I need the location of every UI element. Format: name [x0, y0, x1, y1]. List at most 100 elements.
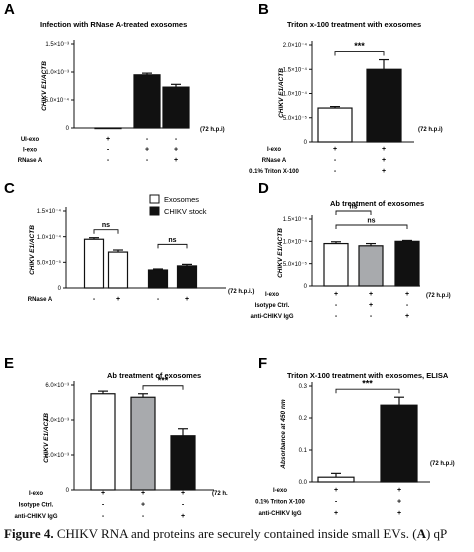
panel-d-y-tick-label: 1.0×10⁻⁴ [283, 239, 308, 246]
panel-e-row-label: anti-CHIKV IgG [15, 514, 58, 520]
panel-f-row-mark: - [335, 499, 338, 506]
panel-c-row-mark: + [185, 296, 189, 303]
panel-f-row-label: I-exo [273, 488, 287, 494]
panel-c-row-mark: + [116, 296, 120, 303]
panel-e-sig-bracket [142, 385, 184, 390]
panel-b-row-mark: + [382, 146, 386, 153]
panel-d-row-mark: + [334, 291, 338, 298]
caption-panel-ref: A [416, 526, 426, 541]
panel-b-row-label: I-exo [267, 147, 281, 153]
panel-c-y-axis-label: CHIKV E1/ACTB [29, 225, 36, 275]
panel-b-y-tick-label: 1.5×10⁻⁴ [283, 66, 308, 73]
panel-a-letter: A [4, 1, 15, 18]
panel-c-sig-bracket [93, 229, 119, 234]
panel-b-letter: B [258, 1, 269, 18]
panel-d-bar [323, 242, 349, 287]
panel-c-letter: C [4, 180, 15, 197]
panel-d-row-mark: - [406, 302, 409, 309]
panel-e-row-mark: - [182, 502, 185, 509]
panel-e-row-mark: + [181, 490, 185, 497]
panel-d-bar [394, 240, 420, 287]
figure-caption: Figure 4. CHIKV RNA and proteins are sec… [4, 526, 474, 542]
panel-f-row-label: 0.1% Triton X-100 [255, 500, 305, 506]
panel-c-row-label: RNase A [28, 297, 53, 303]
panel-f-y-tick-label: 0.0 [299, 480, 308, 486]
panel-b-row-mark: + [382, 168, 386, 175]
panel-a-bar [133, 74, 161, 129]
panel-e-row-label: I-exo [29, 491, 43, 497]
panel-d-row-label: anti-CHIKV IgG [251, 314, 294, 320]
panel-d-y-tick-label: 5.0×10⁻⁵ [283, 261, 308, 268]
panel-f-y-tick-label: 0.3 [299, 384, 308, 390]
panel-d-letter: D [258, 180, 269, 197]
panel-e-row-mark: - [142, 513, 145, 520]
panel-e-y-axis-label: CHIKV E1/ACTB [43, 413, 50, 463]
panel-c-legend-swatch [149, 194, 160, 204]
panel-a-row-mark: + [174, 157, 178, 164]
panel-c-bar [83, 238, 105, 289]
panel-b-row-label: RNase A [262, 158, 287, 164]
panel-c-sig-label: ns [168, 237, 176, 244]
panel-f-y-axis-label: Absorbance at 450 nm [280, 399, 287, 470]
panel-f-sig-label: *** [362, 379, 373, 389]
panel-d-sig-label: ns [367, 218, 375, 225]
panel-d-sig-bracket [335, 224, 408, 229]
panel-a-y-tick-label: 1.5×10⁻³ [45, 42, 69, 48]
panel-b-y-tick-label: 0 [304, 140, 308, 146]
panel-a-row-label: I-exo [23, 148, 37, 154]
panel-c-y-tick-label: 1.5×10⁻⁴ [37, 208, 62, 215]
panel-d-row-mark: + [369, 291, 373, 298]
caption-text: CHIKV RNA and proteins are securely cont… [53, 526, 417, 541]
panel-b-sig-bracket [334, 51, 385, 56]
panel-a-row-label: RNase A [18, 158, 43, 164]
panel-a-row-mark: - [146, 136, 149, 143]
panel-b-row-mark: - [334, 157, 337, 164]
panel-a-row-mark: - [146, 157, 149, 164]
panel-b-title: Triton x-100 treatment with exosomes [287, 20, 421, 29]
panel-f-title: Triton X-100 treatment with exosomes, EL… [287, 371, 449, 380]
panel-d-x-note: (72 h.p.i) [426, 293, 451, 299]
panel-e-y-tick-label: 0 [66, 488, 70, 494]
panel-a-row-mark: - [107, 157, 110, 164]
panel-c-row-mark: - [93, 296, 96, 303]
panel-b-row-mark: + [382, 157, 386, 164]
panel-d-y-tick-label: 1.5×10⁻⁴ [283, 216, 308, 223]
panel-e-bar [170, 435, 196, 491]
panel-a-row-label: UI-exo [21, 137, 40, 143]
panel-b-row-mark: - [334, 168, 337, 175]
panel-e-row-mark: + [101, 490, 105, 497]
panel-d-sig-bracket [335, 210, 372, 215]
panel-d-row-label: Isotype Ctrl. [255, 303, 290, 309]
panel-b-sig-label: *** [354, 41, 365, 51]
panel-e-row-mark: + [181, 513, 185, 520]
panel-f-bar [380, 404, 418, 483]
panel-d-row-label: I-exo [265, 292, 279, 298]
panel-a-y-tick-label: 1.0×10⁻³ [45, 70, 69, 76]
panel-e-row-label: Isotype Ctrl. [19, 503, 54, 509]
panel-c-bar [147, 269, 169, 289]
panel-b-bar [317, 107, 353, 143]
panel-c-y-tick-label: 1.0×10⁻⁴ [37, 234, 62, 241]
panel-e-row-mark: + [141, 502, 145, 509]
panel-f-x-note: (72 h.p.i) [430, 461, 455, 467]
panel-c-y-tick-label: 5.0×10⁻⁵ [37, 260, 62, 267]
panel-d-y-axis-label: CHIKV E1/ACTB [277, 228, 284, 278]
panel-d-row-mark: - [335, 302, 338, 309]
panel-b-y-axis-label: CHIKV E1/ACTB [278, 68, 285, 118]
panel-f-row-mark: + [334, 487, 338, 494]
panel-d-bar [358, 245, 384, 287]
panel-a-x-note: (72 h.p.i) [200, 127, 225, 133]
panel-e-y-tick-label: 4.0×10⁻³ [45, 418, 69, 424]
panel-f-row-label: anti-CHIKV IgG [259, 511, 302, 517]
panel-e-title: Ab treatment of exosomes [107, 371, 201, 380]
panel-f-y-tick-label: 0.2 [299, 416, 308, 422]
panel-e-letter: E [4, 355, 14, 372]
panel-c-x-note: (72 h.p.i.) [228, 289, 254, 295]
panel-f-letter: F [258, 355, 267, 372]
panel-d-sig-label: ns [349, 204, 357, 211]
panel-b-y-tick-label: 2.0×10⁻⁴ [283, 42, 308, 49]
panel-e-y-tick-label: 6.0×10⁻³ [45, 383, 69, 389]
panel-b-x-note: (72 h.p.i) [418, 127, 443, 133]
panel-a-row-mark: + [174, 147, 178, 154]
panel-c-legend-swatch [149, 206, 160, 216]
